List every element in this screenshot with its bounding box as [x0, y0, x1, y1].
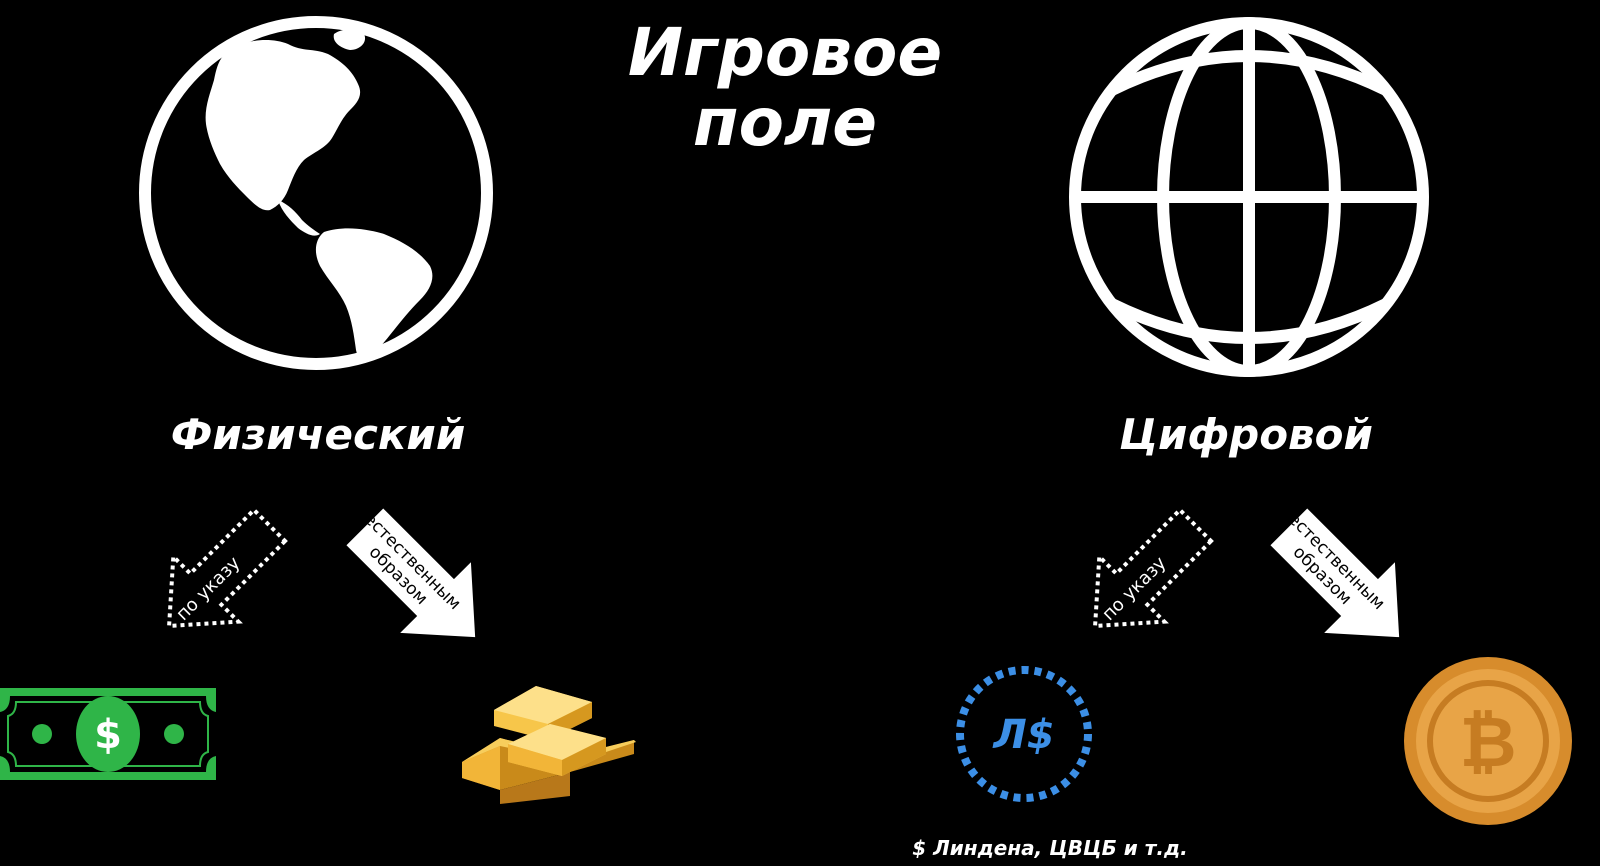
decree-arrow-left: по указу [166, 507, 288, 629]
linden-symbol: Л$ [992, 712, 1054, 758]
decree-arrow-right: по указу [1092, 507, 1214, 629]
page-title: Игровое поле [585, 18, 985, 158]
natural-arrow-left: естественным образом [346, 508, 476, 638]
dollar-bill-icon: $ [0, 688, 216, 780]
linden-dollar-icon: Л$ [956, 666, 1092, 802]
digital-label: Цифровой [1119, 410, 1373, 459]
bitcoin-symbol: ₿ [1459, 701, 1516, 783]
title-line-1: Игровое [627, 14, 943, 91]
linden-caption: $ Линдена, ЦВЦБ и т.д. [912, 836, 1188, 860]
physical-label: Физический [170, 410, 466, 459]
dollar-symbol: $ [94, 712, 122, 758]
gold-bars-icon [462, 686, 636, 804]
natural-arrow-right: естественным образом [1270, 508, 1400, 638]
title-line-2: поле [692, 84, 878, 161]
wireframe-globe-icon [1069, 17, 1429, 377]
earth-americas-icon [139, 16, 493, 370]
bitcoin-icon: ₿ [1404, 657, 1572, 825]
